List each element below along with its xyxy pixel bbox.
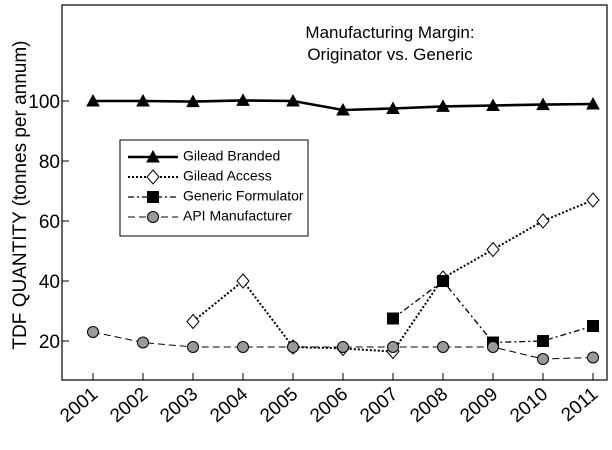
series-line xyxy=(192,199,594,353)
marker xyxy=(186,313,200,330)
marker xyxy=(486,241,500,258)
x-tick-label: 2011 xyxy=(557,384,602,426)
x-tick-label: 2004 xyxy=(206,383,252,427)
marker xyxy=(587,320,599,332)
legend-marker xyxy=(147,211,159,223)
legend-label: Gilead Access xyxy=(183,168,272,184)
plot-frame xyxy=(61,4,608,381)
x-tick-label: 2003 xyxy=(156,384,202,427)
marker xyxy=(287,341,299,353)
legend-marker xyxy=(146,169,160,185)
marker xyxy=(336,102,350,116)
marker xyxy=(386,101,400,114)
marker xyxy=(586,96,600,110)
series-line xyxy=(92,331,594,360)
x-tick-label: 2009 xyxy=(456,384,502,427)
x-tick-label: 2001 xyxy=(56,384,102,427)
x-tick-label: 2006 xyxy=(306,384,352,427)
marker xyxy=(236,273,250,289)
marker xyxy=(436,99,450,112)
marker xyxy=(286,93,300,107)
marker xyxy=(487,341,499,353)
marker xyxy=(86,93,100,107)
marker xyxy=(387,312,399,325)
x-tick-label: 2002 xyxy=(106,384,152,427)
y-tick-label: 100 xyxy=(28,92,60,113)
marker xyxy=(237,341,249,353)
series-line xyxy=(392,280,594,344)
y-tick-label: 40 xyxy=(39,272,60,293)
y-tick-label: 20 xyxy=(39,332,60,353)
marker xyxy=(586,192,600,208)
y-tick-label: 60 xyxy=(39,212,60,233)
x-tick-label: 2008 xyxy=(406,384,452,427)
marker xyxy=(537,353,549,365)
x-tick-label: 2007 xyxy=(356,384,402,427)
x-tick-label: 2005 xyxy=(256,384,302,427)
marker xyxy=(587,351,599,364)
marker xyxy=(486,98,500,111)
marker xyxy=(437,275,449,287)
x-tick-label: 2010 xyxy=(506,384,552,427)
marker xyxy=(186,94,200,108)
marker xyxy=(187,341,199,353)
chart-title: Originator vs. Generic xyxy=(307,45,473,64)
chart-title: Manufacturing Margin: xyxy=(305,23,474,42)
legend-marker xyxy=(146,149,160,163)
marker xyxy=(236,93,250,106)
legend-label: Generic Formulator xyxy=(183,188,304,204)
marker xyxy=(536,213,550,229)
marker xyxy=(537,335,549,347)
marker xyxy=(337,341,349,353)
marker xyxy=(437,341,449,353)
legend-label: API Manufacturer xyxy=(183,208,292,224)
y-axis-label: TDF QUANTITY (tonnes per annum) xyxy=(10,40,31,349)
legend-marker xyxy=(147,191,159,203)
marker xyxy=(136,93,150,107)
marker xyxy=(137,336,149,349)
marker xyxy=(87,326,99,338)
y-tick-label: 80 xyxy=(39,152,60,173)
marker xyxy=(536,97,550,111)
legend-label: Gilead Branded xyxy=(183,148,280,164)
marker xyxy=(387,341,399,353)
